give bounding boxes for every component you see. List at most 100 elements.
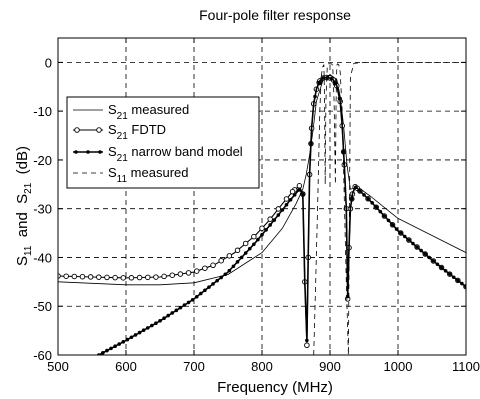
- legend-entry: S21 narrow band model: [73, 144, 243, 164]
- y-tick-label: 0: [45, 55, 52, 70]
- data-point: [275, 206, 282, 212]
- data-point: [194, 294, 199, 299]
- data-point: [366, 196, 370, 201]
- data-point: [272, 218, 277, 222]
- y-tick-label: -30: [33, 202, 52, 217]
- data-point: [63, 273, 69, 279]
- data-point: [120, 275, 127, 281]
- data-point: [202, 265, 208, 271]
- data-point: [219, 275, 223, 280]
- data-point: [239, 255, 244, 260]
- x-tick-label: 800: [251, 359, 273, 374]
- data-point: [325, 75, 330, 80]
- x-tick-label: 1100: [452, 359, 480, 374]
- data-point: [96, 127, 102, 133]
- data-point: [403, 234, 407, 239]
- data-point: [125, 337, 130, 342]
- data-point: [296, 188, 301, 192]
- data-point: [301, 192, 305, 196]
- data-point: [252, 242, 256, 247]
- legend-entry: S21 measured: [73, 102, 189, 122]
- data-point: [398, 231, 403, 235]
- data-point: [451, 275, 456, 280]
- data-point: [71, 273, 78, 280]
- data-point: [431, 259, 436, 263]
- data-point: [79, 273, 86, 280]
- data-point: [284, 202, 289, 207]
- data-point: [74, 127, 80, 133]
- data-point: [169, 272, 175, 278]
- data-point: [362, 193, 366, 197]
- data-point: [243, 251, 248, 255]
- series-2: [97, 75, 466, 355]
- legend-entry: S11 measured: [73, 165, 188, 185]
- data-point: [313, 94, 317, 99]
- data-point: [113, 344, 117, 349]
- series-3: [313, 62, 466, 355]
- data-point: [304, 342, 310, 348]
- chart-title: Four-pole filter response: [199, 7, 351, 23]
- data-point: [415, 245, 419, 249]
- legend-marker: [74, 150, 78, 154]
- data-point: [296, 183, 303, 189]
- data-point: [411, 241, 415, 246]
- tick-marks: [57, 38, 467, 356]
- data-point: [133, 333, 138, 337]
- data-point: [374, 205, 379, 210]
- legend-marker: [86, 150, 90, 154]
- x-tick-label: 1000: [384, 359, 413, 374]
- data-point: [166, 313, 170, 318]
- data-point: [227, 268, 232, 273]
- data-point: [104, 274, 110, 281]
- data-point: [137, 330, 142, 335]
- data-point: [460, 281, 464, 286]
- y-tick-label: -20: [33, 153, 52, 168]
- data-point: [136, 274, 143, 281]
- data-point: [87, 274, 94, 280]
- data-point: [447, 272, 452, 276]
- x-tick-labels: 500 600 700 800 900 1000 1100: [47, 359, 480, 374]
- data-point: [443, 269, 448, 273]
- y-tick-label: -60: [33, 348, 52, 363]
- legend-marker: [98, 150, 102, 154]
- data-point: [121, 340, 126, 344]
- y-tick-label: -10: [33, 104, 52, 119]
- data-point: [223, 272, 228, 277]
- data-point: [185, 270, 192, 276]
- data-point: [354, 185, 358, 190]
- data-point: [305, 338, 309, 343]
- data-point: [145, 274, 151, 281]
- data-point: [423, 252, 428, 256]
- data-point: [264, 228, 268, 232]
- data-point: [235, 260, 240, 264]
- data-point: [105, 348, 109, 353]
- data-point: [407, 238, 411, 242]
- data-point: [96, 274, 102, 280]
- data-point: [190, 297, 195, 302]
- data-point: [145, 326, 150, 330]
- x-tick-label: 700: [183, 359, 205, 374]
- data-point: [210, 262, 216, 269]
- data-point: [211, 282, 215, 286]
- data-point: [419, 248, 423, 253]
- data-point: [394, 227, 399, 231]
- data-point: [289, 188, 296, 195]
- data-point: [109, 346, 113, 351]
- y-tick-label: -40: [33, 250, 52, 265]
- data-point: [178, 305, 183, 310]
- data-point: [268, 223, 272, 227]
- series-line: [313, 62, 466, 355]
- data-point: [283, 196, 290, 202]
- data-point: [162, 316, 166, 321]
- data-point: [378, 209, 383, 214]
- data-point: [321, 76, 326, 80]
- data-point: [154, 321, 158, 326]
- y-tick-label: -50: [33, 299, 52, 314]
- data-point: [267, 216, 273, 222]
- x-tick-label: 900: [319, 359, 341, 374]
- data-point: [390, 222, 395, 227]
- data-point: [329, 76, 334, 81]
- data-point: [177, 271, 184, 277]
